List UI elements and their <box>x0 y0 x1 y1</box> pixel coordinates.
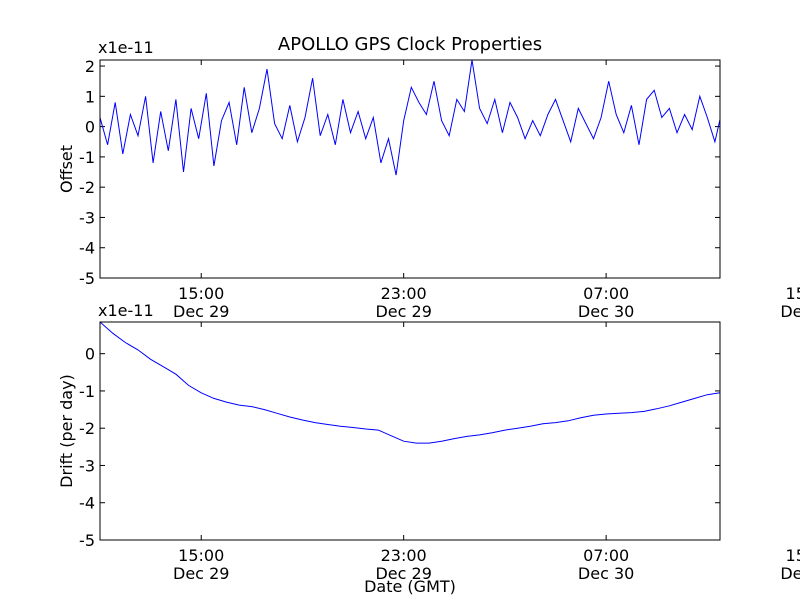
offset-xtick-time: 15:00 <box>178 284 224 303</box>
drift-xtick-time: 15:00 <box>786 546 800 565</box>
offset-plot-area <box>100 60 720 278</box>
drift-xtick-time: 15:00 <box>178 546 224 565</box>
offset-plot-frame <box>99 59 721 279</box>
offset-ytick-label: -2 <box>79 178 95 197</box>
drift-ytick-label: -4 <box>79 494 95 513</box>
drift-plot-area <box>100 322 720 540</box>
drift-xtick-date: Dec 30 <box>780 564 800 583</box>
drift-plot-frame <box>99 321 721 541</box>
drift-xtick-time: 23:00 <box>381 546 427 565</box>
offset-xtick-date: Dec 30 <box>578 302 634 321</box>
offset-ytick-label: -4 <box>79 239 95 258</box>
offset-xtick-time: 15:00 <box>786 284 800 303</box>
offset-ytick-label: -1 <box>79 148 95 167</box>
offset-xtick-time: 23:00 <box>381 284 427 303</box>
offset-y-axis-label: Offset <box>57 145 76 193</box>
drift-xtick-date: Dec 29 <box>173 564 229 583</box>
drift-xtick-date: Dec 30 <box>578 564 634 583</box>
drift-y-axis-label: Drift (per day) <box>57 374 76 488</box>
offset-ytick-label: 1 <box>85 87 95 106</box>
drift-ytick-label: -5 <box>79 531 95 550</box>
offset-ytick-label: 2 <box>85 57 95 76</box>
drift-scale-label: x1e-11 <box>98 301 154 320</box>
offset-scale-label: x1e-11 <box>98 38 154 57</box>
drift-xtick-time: 07:00 <box>583 546 629 565</box>
offset-xtick-date: Dec 29 <box>173 302 229 321</box>
chart-title: APOLLO GPS Clock Properties <box>278 34 542 55</box>
drift-ytick-label: -1 <box>79 382 95 401</box>
offset-xtick-date: Dec 29 <box>375 302 431 321</box>
drift-ytick-label: 0 <box>85 345 95 364</box>
offset-xtick-time: 07:00 <box>583 284 629 303</box>
drift-x-axis-label: Date (GMT) <box>364 577 456 596</box>
offset-ytick-label: 0 <box>85 118 95 137</box>
offset-ytick-label: -5 <box>79 269 95 288</box>
offset-series-line <box>100 60 720 176</box>
offset-ytick-label: -3 <box>79 208 95 227</box>
drift-ytick-label: -3 <box>79 456 95 475</box>
offset-xtick-date: Dec 30 <box>780 302 800 321</box>
drift-xtick-date: Dec 29 <box>375 564 431 583</box>
drift-series-line <box>100 322 720 444</box>
drift-ytick-label: -2 <box>79 419 95 438</box>
